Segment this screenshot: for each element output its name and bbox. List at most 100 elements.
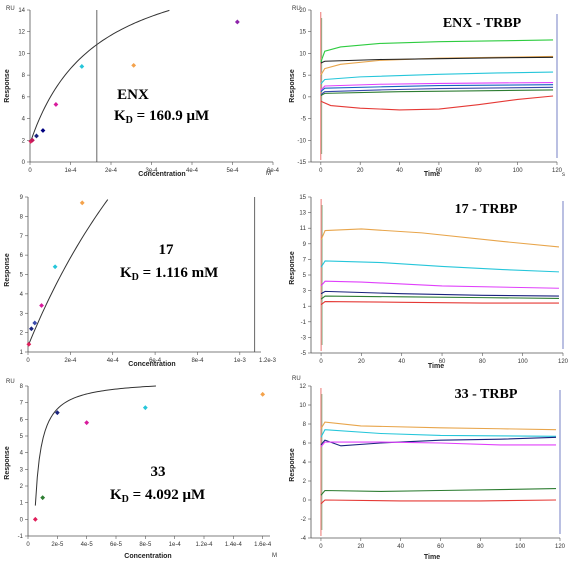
sensorgram-series	[320, 421, 557, 431]
x-tick-label: 5e-4	[226, 168, 239, 174]
kd-value: = 1.116 mM	[139, 265, 218, 281]
x-tick-label: 0	[28, 168, 32, 174]
y-tick-label: 2	[22, 138, 26, 144]
compound-label: 17	[159, 242, 175, 258]
sensorgram-series	[320, 260, 559, 273]
y-tick-label: 11	[300, 226, 307, 232]
sensorgram-series	[320, 280, 559, 289]
sensorgram-series	[320, 295, 559, 300]
x-tick-label: 1.2e-3	[259, 358, 277, 364]
sensorgram-series	[320, 39, 554, 63]
sensorgram-title: 17 - TRBP	[455, 202, 518, 217]
x-axis-label: Concentration	[138, 171, 185, 178]
x-tick-label: 40	[398, 359, 405, 365]
x-axis-label: Time	[424, 554, 440, 561]
y-axis-label: Response	[289, 448, 296, 482]
x-axis-label: Concentration	[128, 361, 175, 368]
x-tick-label: 3e-4	[145, 168, 158, 174]
x-tick-label: 80	[479, 359, 486, 365]
x-tick-label: 6e-5	[110, 542, 123, 548]
sensorgram-series	[320, 89, 554, 97]
x-tick-label: 1.2e-4	[195, 542, 213, 548]
data-point	[131, 62, 137, 68]
y-tick-label: 0	[303, 95, 307, 101]
data-point	[32, 516, 38, 522]
y-tick-label: 5	[303, 73, 307, 79]
y-tick-label: 7	[20, 234, 24, 240]
x-tick-label: 0	[26, 358, 30, 364]
x-tick-label: 60	[436, 168, 443, 174]
y-tick-label: -1	[301, 320, 307, 326]
data-point	[30, 137, 35, 143]
y-tick-label: 2	[303, 479, 307, 485]
kd-annotation: KD = 160.9 μM	[114, 108, 209, 126]
y-tick-label: 0	[20, 517, 24, 523]
y-tick-label: -2	[301, 517, 307, 523]
data-point	[79, 200, 85, 206]
y-tick-label: 4	[303, 460, 307, 466]
x-axis-label: Time	[424, 171, 440, 178]
data-point	[53, 102, 59, 107]
y-tick-label: 6	[303, 441, 307, 447]
y-unit-label: RU	[6, 6, 15, 12]
y-tick-label: 2	[20, 484, 24, 490]
y-tick-label: 1	[20, 501, 24, 507]
kd-symbol: K	[120, 265, 132, 281]
y-axis-label: Response	[4, 253, 11, 287]
y-tick-label: 3	[20, 467, 24, 473]
x-axis-label: Time	[428, 363, 444, 370]
sensorgram-series	[320, 228, 560, 248]
y-tick-label: 6	[20, 253, 24, 259]
x-tick-label: 1.6e-4	[254, 542, 272, 548]
y-tick-label: 10	[299, 403, 306, 409]
data-point	[52, 264, 58, 270]
y-tick-label: 2	[20, 331, 24, 337]
x-tick-label: 1.4e-4	[225, 542, 243, 548]
y-tick-label: 8	[22, 73, 26, 79]
kd-annotation: KD = 1.116 mM	[120, 265, 218, 283]
y-tick-label: 5	[303, 273, 307, 279]
sensorgram-plot-33-trbp: RU Time Response 33 - TRBP 0 20 40 60 80 100 1…	[289, 376, 566, 561]
y-tick-label: 0	[22, 160, 26, 166]
sensorgram-series	[320, 56, 554, 64]
x-tick-label: 2e-4	[64, 358, 77, 364]
y-tick-label: 10	[299, 51, 306, 57]
y-tick-label: -5	[301, 117, 307, 123]
fit-curve	[34, 385, 156, 506]
x-tick-label: 0	[319, 544, 323, 550]
data-point	[34, 133, 39, 139]
sensorgram-series	[320, 488, 557, 496]
sensorgram-series	[320, 95, 554, 111]
y-tick-label: 4	[20, 451, 24, 457]
y-unit-label: RU	[6, 379, 15, 385]
x-tick-label: 4e-5	[81, 542, 94, 548]
data-point	[32, 320, 38, 326]
y-axis-label: Response	[289, 69, 296, 103]
sensorgram-title: 33 - TRBP	[455, 387, 518, 402]
x-tick-label: 6e-4	[149, 358, 162, 364]
data-point	[28, 326, 34, 332]
y-tick-label: 3	[303, 289, 307, 295]
y-tick-label: 5	[20, 273, 24, 279]
x-tick-label: 120	[555, 544, 566, 550]
y-tick-label: 20	[299, 8, 306, 14]
kd-symbol: K	[110, 487, 122, 503]
sensorgram-series	[320, 436, 557, 447]
data-point	[40, 128, 46, 133]
fit-curve	[30, 9, 170, 142]
y-tick-label: 1	[303, 304, 307, 310]
y-tick-label: 7	[20, 401, 24, 407]
x-tick-label: 100	[515, 544, 526, 550]
data-point	[142, 405, 148, 411]
y-tick-label: 9	[303, 242, 307, 248]
kd-value: = 4.092 μM	[129, 487, 205, 503]
data-point	[26, 341, 32, 347]
y-tick-label: 10	[18, 51, 25, 57]
sensorgram-plot-17-trbp: Time Response 17 - TRBP 0 20 40 60 80 100 120 -…	[289, 195, 569, 370]
x-axis-label: Concentration	[124, 553, 171, 560]
x-unit-label: M	[272, 553, 277, 559]
data-point	[234, 19, 240, 25]
y-tick-label: 8	[20, 214, 24, 220]
x-tick-label: 1e-4	[169, 542, 182, 548]
kd-value: = 160.9 μM	[133, 108, 209, 124]
